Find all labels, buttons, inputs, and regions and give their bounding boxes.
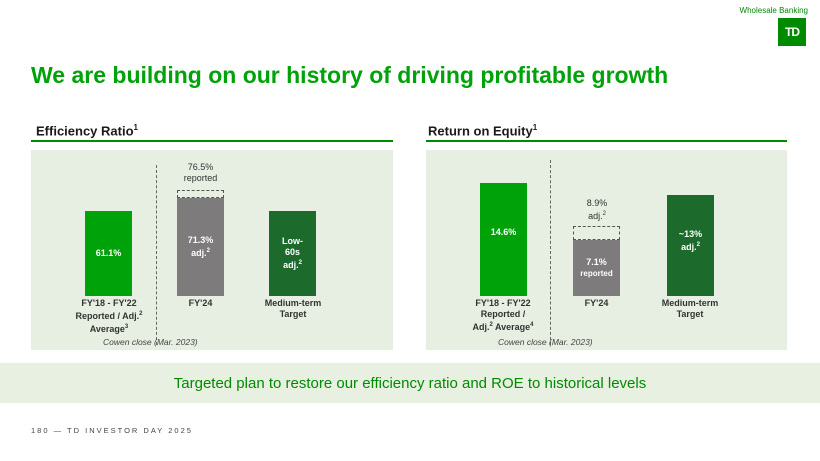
cowen-close-note: Cowen close (Mar. 2023): [498, 337, 593, 347]
td-logo: TD: [778, 18, 806, 46]
page-title: We are building on our history of drivin…: [31, 62, 669, 88]
takeaway-banner: Targeted plan to restore our efficiency …: [0, 363, 820, 403]
category-label-roe-target: Medium-term Target: [661, 298, 719, 319]
category-label-roe-avg: FY'18 - FY'22 Reported / Adj.2 Average4: [472, 298, 534, 332]
efficiency-ratio-panel: 61.1% 71.3% adj.2 76.5% reported Low- 60…: [31, 150, 393, 350]
bar-efficiency-avg: 61.1%: [85, 211, 132, 296]
category-label-efficiency-fy24: FY'24: [188, 298, 213, 308]
section-rule-left: [31, 140, 393, 142]
category-label-roe-fy24: FY'24: [584, 298, 609, 308]
cowen-divider: [156, 165, 157, 345]
cowen-close-note: Cowen close (Mar. 2023): [103, 337, 198, 347]
roe-title: Return on Equity1: [428, 123, 538, 139]
roe-fy24-adjusted-value: 8.9% adj.2: [586, 198, 608, 221]
bar-efficiency-target: Low- 60s adj.2: [269, 211, 316, 296]
bar-efficiency-fy24-reported-outline: [177, 190, 224, 198]
bar-roe-fy24-adjusted-outline: [573, 226, 620, 240]
efficiency-fy24-reported-value: 76.5% reported: [183, 162, 218, 183]
bar-roe-fy24: 7.1% reported: [573, 240, 620, 296]
category-label-efficiency-target: Medium-term Target: [264, 298, 322, 319]
efficiency-ratio-title: Efficiency Ratio1: [36, 123, 138, 139]
cowen-divider: [550, 160, 551, 345]
bar-roe-avg: 14.6%: [480, 183, 527, 296]
page-footer: 180 — TD INVESTOR DAY 2025: [31, 426, 193, 435]
bar-efficiency-fy24: 71.3% adj.2: [177, 198, 224, 296]
bar-roe-target: ~13% adj.2: [667, 195, 714, 296]
roe-panel: 14.6% 7.1% reported 8.9% adj.2 ~13% adj.…: [426, 150, 787, 350]
section-rule-right: [426, 140, 787, 142]
division-label: Wholesale Banking: [739, 6, 808, 15]
category-label-efficiency-avg: FY'18 - FY'22 Reported / Adj.2 Average3: [75, 298, 143, 334]
